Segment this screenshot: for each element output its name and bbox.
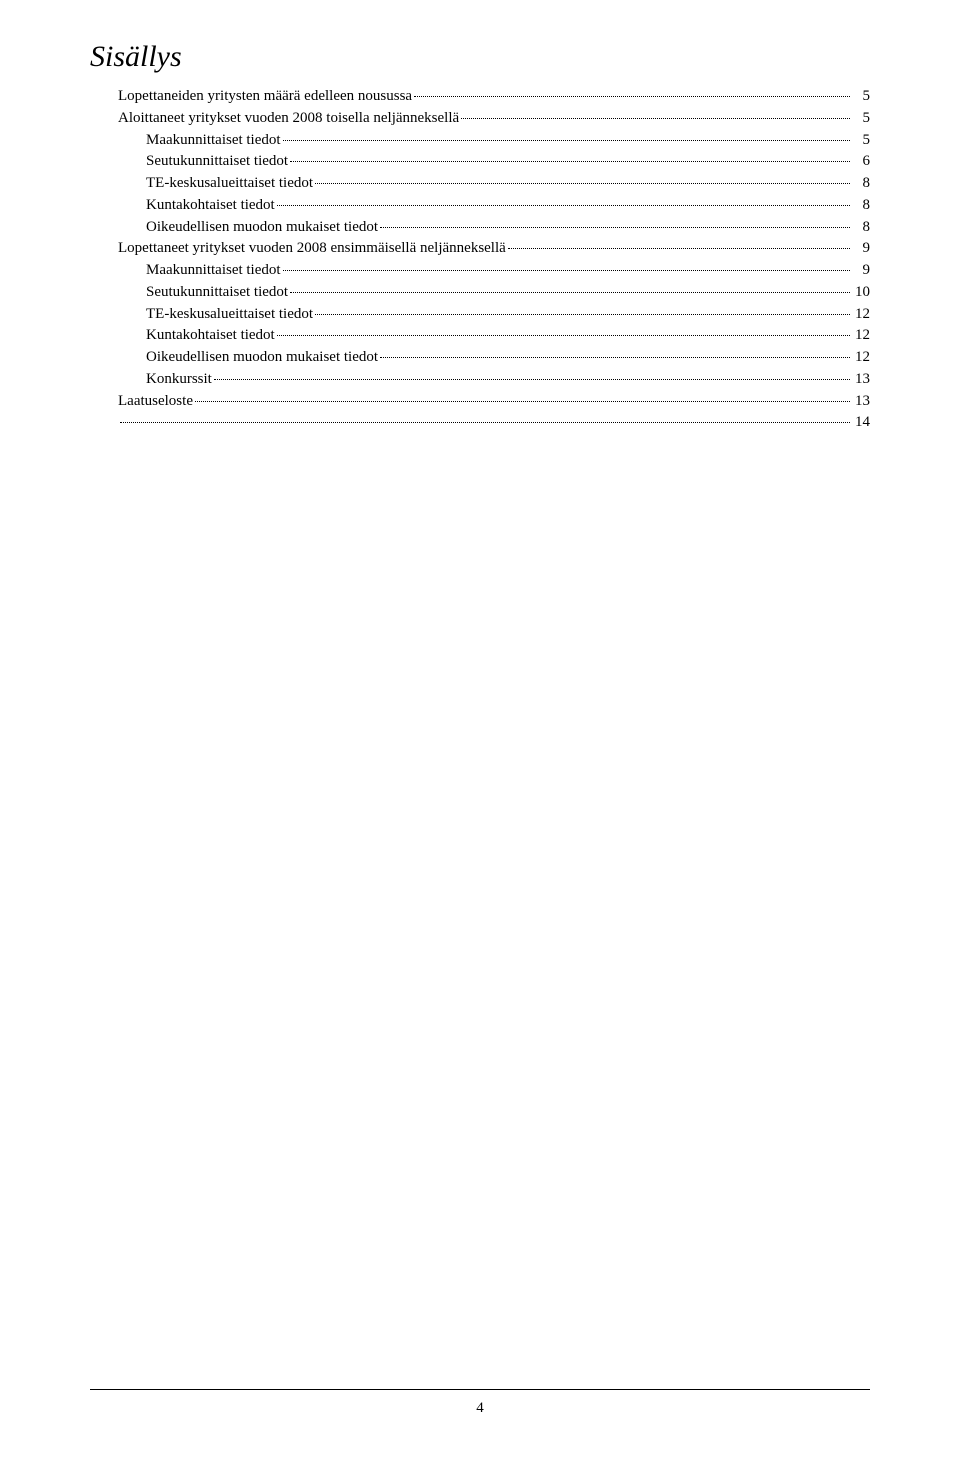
toc-leader-dots — [277, 335, 850, 336]
toc-entry-label: Kuntakohtaiset tiedot — [146, 325, 275, 347]
toc-leader-dots — [277, 205, 850, 206]
toc-entry: Laatuseloste 13 — [90, 391, 870, 413]
toc-entry-label: TE-keskusalueittaiset tiedot — [146, 173, 313, 195]
toc-entry-label: Aloittaneet yritykset vuoden 2008 toisel… — [118, 108, 459, 130]
toc-leader-dots — [380, 227, 850, 228]
toc-entry-page: 5 — [852, 108, 870, 130]
toc-entry-label: Lopettaneiden yritysten määrä edelleen n… — [118, 86, 412, 108]
toc-entry-page: 9 — [852, 238, 870, 260]
toc-entry-page: 13 — [852, 369, 870, 391]
toc-entry: Oikeudellisen muodon mukaiset tiedot 8 — [90, 217, 870, 239]
toc-entry-label: Maakunnittaiset tiedot — [146, 260, 281, 282]
table-of-contents: Lopettaneiden yritysten määrä edelleen n… — [90, 86, 870, 434]
toc-entry-label: Oikeudellisen muodon mukaiset tiedot — [146, 217, 378, 239]
toc-leader-dots — [214, 379, 850, 380]
toc-entry: Oikeudellisen muodon mukaiset tiedot 12 — [90, 347, 870, 369]
toc-entry: Kuntakohtaiset tiedot 12 — [90, 325, 870, 347]
toc-entry-page: 8 — [852, 195, 870, 217]
toc-entry-page: 6 — [852, 151, 870, 173]
toc-entry: Kuntakohtaiset tiedot 8 — [90, 195, 870, 217]
toc-leader-dots — [283, 270, 850, 271]
toc-entry: TE-keskusalueittaiset tiedot 8 — [90, 173, 870, 195]
toc-entry-label: Laatuseloste — [118, 391, 193, 413]
toc-entry-page: 9 — [852, 260, 870, 282]
toc-leader-dots — [315, 183, 850, 184]
toc-entry: Lopettaneet yritykset vuoden 2008 ensimm… — [90, 238, 870, 260]
toc-entry-page: 10 — [852, 282, 870, 304]
toc-entry-page: 12 — [852, 347, 870, 369]
toc-leader-dots — [380, 357, 850, 358]
toc-entry: Maakunnittaiset tiedot 9 — [90, 260, 870, 282]
toc-leader-dots — [283, 140, 850, 141]
toc-entry-label: TE-keskusalueittaiset tiedot — [146, 304, 313, 326]
toc-entry-page: 12 — [852, 325, 870, 347]
toc-entry-label: Maakunnittaiset tiedot — [146, 130, 281, 152]
toc-title: Sisällys — [90, 40, 870, 74]
toc-entry: Maakunnittaiset tiedot 5 — [90, 130, 870, 152]
toc-entry-label: Lopettaneet yritykset vuoden 2008 ensimm… — [118, 238, 506, 260]
toc-entry-label: Kuntakohtaiset tiedot — [146, 195, 275, 217]
toc-entry-label: Seutukunnittaiset tiedot — [146, 151, 288, 173]
toc-leader-dots — [195, 401, 850, 402]
page-number: 4 — [476, 1400, 484, 1416]
toc-entry-page: 8 — [852, 217, 870, 239]
toc-entry-page: 5 — [852, 130, 870, 152]
toc-leader-dots — [290, 292, 850, 293]
toc-leader-dots — [290, 161, 850, 162]
toc-leader-dots — [461, 118, 850, 119]
toc-entry-label: Konkurssit — [146, 369, 212, 391]
toc-entry: Seutukunnittaiset tiedot 10 — [90, 282, 870, 304]
toc-entry: Lopettaneiden yritysten määrä edelleen n… — [90, 86, 870, 108]
toc-entry: 14 — [90, 412, 870, 434]
toc-leader-dots — [508, 248, 850, 249]
toc-entry-page: 12 — [852, 304, 870, 326]
toc-entry-page: 8 — [852, 173, 870, 195]
toc-entry-page: 14 — [852, 412, 870, 434]
toc-entry: Seutukunnittaiset tiedot 6 — [90, 151, 870, 173]
toc-entry-label: Oikeudellisen muodon mukaiset tiedot — [146, 347, 378, 369]
toc-leader-dots — [120, 422, 850, 423]
toc-leader-dots — [315, 314, 850, 315]
toc-entry: Aloittaneet yritykset vuoden 2008 toisel… — [90, 108, 870, 130]
toc-entry-label: Seutukunnittaiset tiedot — [146, 282, 288, 304]
toc-leader-dots — [414, 96, 850, 97]
page-footer: 4 — [90, 1389, 870, 1417]
toc-entry-page: 13 — [852, 391, 870, 413]
toc-entry: Konkurssit 13 — [90, 369, 870, 391]
toc-entry-page: 5 — [852, 86, 870, 108]
toc-entry: TE-keskusalueittaiset tiedot 12 — [90, 304, 870, 326]
